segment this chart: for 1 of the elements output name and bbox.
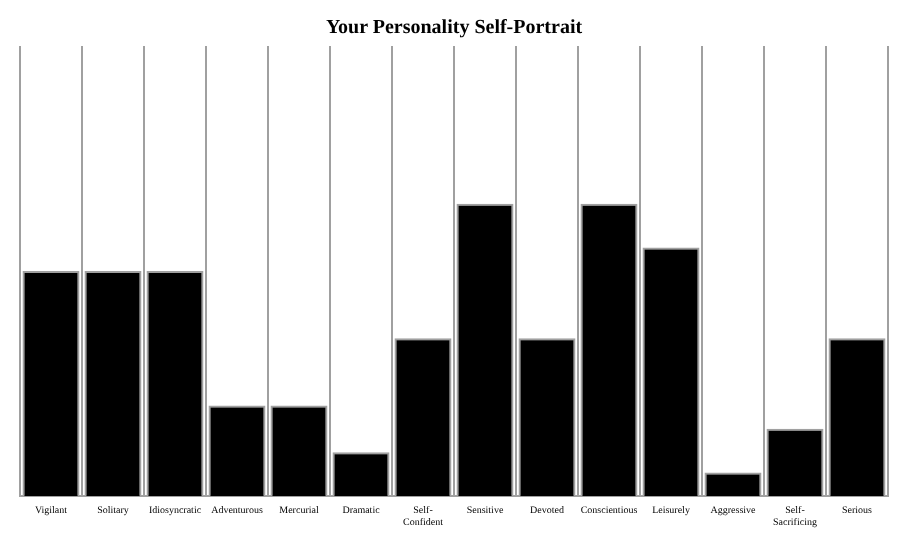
chart-title: Your Personality Self-Portrait	[325, 17, 584, 40]
